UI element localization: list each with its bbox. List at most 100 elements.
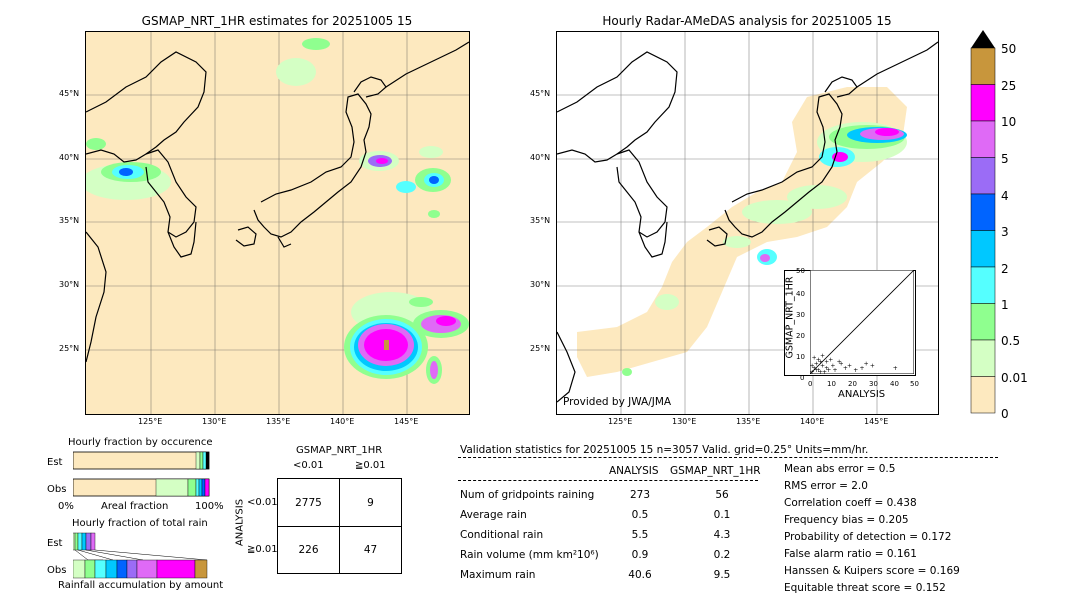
scatter-xtick: 20 xyxy=(848,380,857,388)
validation-subdivider xyxy=(458,480,758,481)
left-lon-label: 130°E xyxy=(202,417,227,426)
scatter-point: + xyxy=(839,361,844,368)
colorbar-label: 1 xyxy=(1001,298,1009,312)
scatter-point: + xyxy=(828,356,833,363)
scatter-xtick: 30 xyxy=(869,380,878,388)
left-lat-label: 30°N xyxy=(59,280,80,289)
contingency-row-axis: ANALYSIS xyxy=(234,498,246,547)
colorbar-band xyxy=(970,47,996,85)
scatter-point: + xyxy=(818,369,823,374)
validation-header: Validation statistics for 20251005 15 n=… xyxy=(460,444,869,456)
colorbar-band xyxy=(970,84,996,122)
colorbar-label: 10 xyxy=(1001,115,1017,129)
colorbar-band xyxy=(970,339,996,377)
occurrence-bars xyxy=(73,451,210,497)
scatter-xtick: 50 xyxy=(910,380,919,388)
colorbar-label: 2 xyxy=(1001,262,1009,276)
colorbar-label: 0.5 xyxy=(1001,334,1021,348)
validation-score: Probability of detection = 0.172 xyxy=(784,531,952,543)
left-lon-label: 135°E xyxy=(266,417,291,426)
left-lat-label: 45°N xyxy=(59,89,80,98)
occurrence-row-label: Est xyxy=(47,457,63,468)
right-map-coastline xyxy=(557,41,938,403)
left-lat-label: 35°N xyxy=(59,216,80,225)
total-rain-row-label: Obs xyxy=(47,565,67,576)
left-lat-label: 40°N xyxy=(59,153,80,162)
colorbar-label: 4 xyxy=(1001,189,1009,203)
scatter-point: + xyxy=(812,354,817,361)
right-lon-label: 140°E xyxy=(800,417,825,426)
scatter-point: + xyxy=(824,365,829,372)
scatter-plot: +++++++++++++++ ++ ++ ++ ++++ ++ + xyxy=(810,270,914,374)
scatter-ytick: 40 xyxy=(796,290,805,298)
left-map xyxy=(85,31,470,415)
left-lon-label: 140°E xyxy=(330,417,355,426)
validation-score: Mean abs error = 0.5 xyxy=(784,463,896,475)
colorbar-band xyxy=(970,376,996,414)
scatter-point: + xyxy=(826,367,831,374)
scatter-ytick: 20 xyxy=(796,332,805,340)
colorbar-extend-arrow xyxy=(971,30,995,48)
right-lat-label: 30°N xyxy=(530,280,551,289)
scatter-xtick: 0 xyxy=(808,380,813,388)
occurrence-axis-mid: Areal fraction xyxy=(101,501,169,512)
contingency-grid: 2775 9 226 47 xyxy=(277,478,402,574)
left-map-canvas xyxy=(86,32,469,414)
scatter-points: +++++++++++++++ ++ ++ ++ ++++ ++ + xyxy=(810,352,898,374)
validation-score: Correlation coeff = 0.438 xyxy=(784,497,917,509)
right-lon-label: 135°E xyxy=(736,417,761,426)
validation-row-label: Rain volume (mm km²10⁶) xyxy=(460,549,599,561)
validation-gsmap-value: 0.2 xyxy=(713,549,731,561)
colorbar-label: 0.01 xyxy=(1001,371,1028,385)
scatter-point: + xyxy=(818,359,823,366)
validation-gsmap-value: 9.5 xyxy=(713,569,731,581)
validation-analysis-value: 0.5 xyxy=(631,509,649,521)
total-rain-bars xyxy=(73,532,208,579)
scatter-point: + xyxy=(832,367,837,374)
left-map-coastline xyxy=(86,41,469,363)
scatter-ytick: 0 xyxy=(800,374,805,382)
scatter-point: + xyxy=(893,365,898,372)
total-rain-footer: Rainfall accumulation by amount xyxy=(58,580,224,591)
contingency-row-label: <0.01 xyxy=(247,497,278,508)
scatter-point: + xyxy=(859,365,864,372)
scatter-ytick: 30 xyxy=(796,311,805,319)
validation-row-label: Conditional rain xyxy=(460,529,544,541)
validation-analysis-value: 40.6 xyxy=(628,569,652,581)
scatter-point: + xyxy=(824,359,829,366)
colorbar-label: 25 xyxy=(1001,79,1017,93)
validation-gsmap-value: 0.1 xyxy=(713,509,731,521)
right-lat-label: 25°N xyxy=(530,344,551,353)
validation-score: False alarm ratio = 0.161 xyxy=(784,548,917,560)
scatter-xtick: 10 xyxy=(827,380,836,388)
left-lon-label: 125°E xyxy=(138,417,163,426)
occurrence-axis-left: 0% xyxy=(58,501,74,512)
scatter-point: + xyxy=(822,369,827,374)
colorbar-band xyxy=(970,120,996,158)
contingency-cell: 226 xyxy=(298,544,319,556)
colorbar-bands xyxy=(970,47,996,414)
validation-analysis-value: 5.5 xyxy=(631,529,649,541)
validation-score: Frequency bias = 0.205 xyxy=(784,514,909,526)
scatter-xlabel: ANALYSIS xyxy=(838,389,886,400)
validation-row-label: Num of gridpoints raining xyxy=(460,489,595,501)
validation-analysis-value: 0.9 xyxy=(631,549,649,561)
scatter-point: + xyxy=(814,361,819,368)
scatter-ytick: 50 xyxy=(796,267,805,275)
left-lon-label: 145°E xyxy=(394,417,419,426)
right-lon-label: 145°E xyxy=(864,417,889,426)
contingency-header: GSMAP_NRT_1HR xyxy=(296,445,383,456)
scatter-point: + xyxy=(814,367,819,374)
right-lat-label: 45°N xyxy=(530,89,551,98)
scatter-point: + xyxy=(870,363,875,370)
total-rain-row-label: Est xyxy=(47,538,63,549)
validation-row-label: Average rain xyxy=(460,509,527,521)
scatter-diagonal xyxy=(810,270,914,374)
right-map-title: Hourly Radar-AMeDAS analysis for 2025100… xyxy=(602,14,892,28)
left-map-precip xyxy=(86,38,469,384)
validation-row-label: Maximum rain xyxy=(460,569,536,581)
scatter-ylabel: GSMAP_NRT_1HR xyxy=(784,276,796,359)
contingency-col-label: <0.01 xyxy=(293,460,324,471)
right-lon-label: 130°E xyxy=(672,417,697,426)
radar-credit: Provided by JWA/JMA xyxy=(563,396,672,408)
